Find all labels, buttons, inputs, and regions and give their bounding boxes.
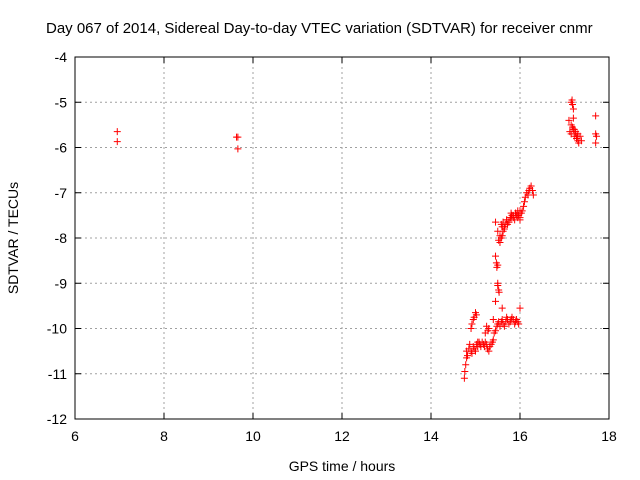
data-point: [494, 261, 502, 269]
data-point: [592, 112, 600, 120]
data-point: [570, 125, 578, 133]
data-point: [113, 128, 121, 136]
data-point: [495, 286, 503, 294]
y-tick-label: -4: [55, 49, 68, 65]
data-point: [489, 315, 497, 323]
data-point: [529, 191, 537, 199]
data-point: [527, 182, 535, 190]
data-point: [460, 374, 468, 382]
x-tick-label: 6: [71, 428, 79, 444]
y-tick-label: -12: [47, 411, 67, 427]
data-point: [492, 252, 500, 260]
data-point: [468, 349, 476, 357]
data-point: [492, 218, 500, 226]
x-tick-label: 10: [245, 428, 261, 444]
data-point: [520, 202, 528, 210]
data-point: [516, 304, 524, 312]
y-tick-label: -5: [55, 94, 68, 110]
data-point: [468, 320, 476, 328]
data-point: [515, 320, 523, 328]
x-tick-label: 14: [423, 428, 439, 444]
data-point: [593, 132, 601, 140]
data-point: [466, 340, 474, 348]
x-tick-label: 12: [334, 428, 350, 444]
data-point: [463, 352, 471, 360]
y-axis-label: SDTVAR / TECUs: [5, 182, 21, 294]
data-point: [234, 145, 242, 153]
data-point: [462, 361, 470, 369]
data-point: [516, 207, 524, 215]
x-tick-labels: 6 8 10 12 14 16 18: [71, 428, 617, 444]
data-point: [500, 322, 508, 330]
data-point: [516, 216, 524, 224]
data-point: [577, 137, 585, 145]
data-point: [520, 198, 528, 206]
gridlines: [75, 57, 609, 419]
y-tick-labels: -4 -5 -6 -7 -8 -9 -10 -11 -12: [47, 49, 67, 427]
data-point: [499, 227, 507, 235]
y-tick-label: -11: [48, 366, 67, 382]
data-point: [113, 138, 121, 146]
data-point: [569, 114, 577, 122]
data-point: [474, 338, 482, 346]
chart-title: Day 067 of 2014, Sidereal Day-to-day VTE…: [46, 20, 593, 37]
data-point: [514, 211, 522, 219]
x-tick-label: 8: [160, 428, 168, 444]
data-point: [489, 336, 497, 344]
data-point: [496, 239, 504, 247]
data-point: [481, 329, 489, 337]
y-tick-label: -8: [55, 230, 68, 246]
data-point: [472, 347, 479, 355]
data-point: [492, 327, 500, 335]
data-point: [592, 139, 600, 147]
data-point: [492, 297, 500, 305]
data-point: [494, 282, 502, 290]
x-axis-label: GPS time / hours: [289, 458, 396, 474]
data-point: [467, 325, 475, 332]
data-point: [485, 347, 493, 355]
data-point: [498, 232, 506, 240]
data-point: [498, 304, 506, 312]
data-point: [461, 367, 469, 375]
x-tick-label: 18: [601, 428, 617, 444]
data-point: [569, 105, 577, 113]
data-point: [576, 132, 584, 140]
axis-ticks: [74, 56, 610, 420]
data-point: [472, 311, 480, 319]
data-point: [565, 116, 573, 124]
data-point: [234, 133, 242, 141]
data-point: [483, 322, 491, 330]
y-tick-label: -9: [55, 275, 68, 291]
data-points: [113, 96, 601, 382]
y-tick-label: -7: [55, 185, 68, 201]
x-tick-label: 16: [512, 428, 528, 444]
y-tick-label: -10: [47, 321, 67, 337]
data-point: [528, 186, 536, 194]
data-point: [569, 101, 577, 109]
data-point: [505, 218, 513, 226]
data-point: [500, 223, 508, 231]
y-tick-label: -6: [55, 140, 68, 156]
